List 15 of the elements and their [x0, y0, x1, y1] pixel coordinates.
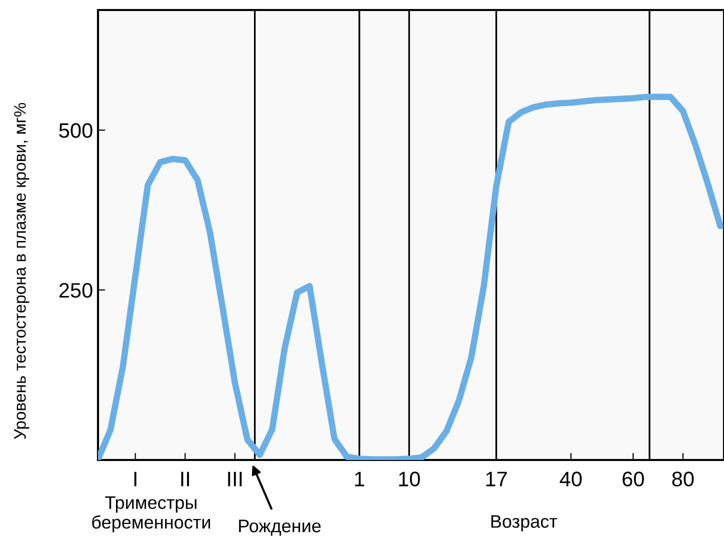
y-tick-label: 250 — [59, 282, 92, 298]
y-axis-title: Уровень тестостерона в плазме крови, мг% — [14, 102, 30, 440]
text: Возраст — [491, 515, 558, 532]
y-tick-label: 500 — [59, 123, 92, 138]
x-tick-label: 80 — [672, 472, 694, 486]
x-tick-label: I — [134, 472, 136, 486]
x-tick-label: II — [181, 472, 189, 486]
x-tick-label: 1 — [355, 472, 364, 486]
text: Триместры беременности — [92, 496, 210, 532]
x-tick-label: 17 — [486, 472, 507, 486]
x-tick-label: 10 — [399, 472, 420, 486]
x-tick-label: 60 — [622, 472, 644, 486]
text: Рождение — [239, 520, 321, 536]
x-tick-label: 40 — [560, 472, 582, 486]
x-tick-label: III — [228, 472, 242, 486]
